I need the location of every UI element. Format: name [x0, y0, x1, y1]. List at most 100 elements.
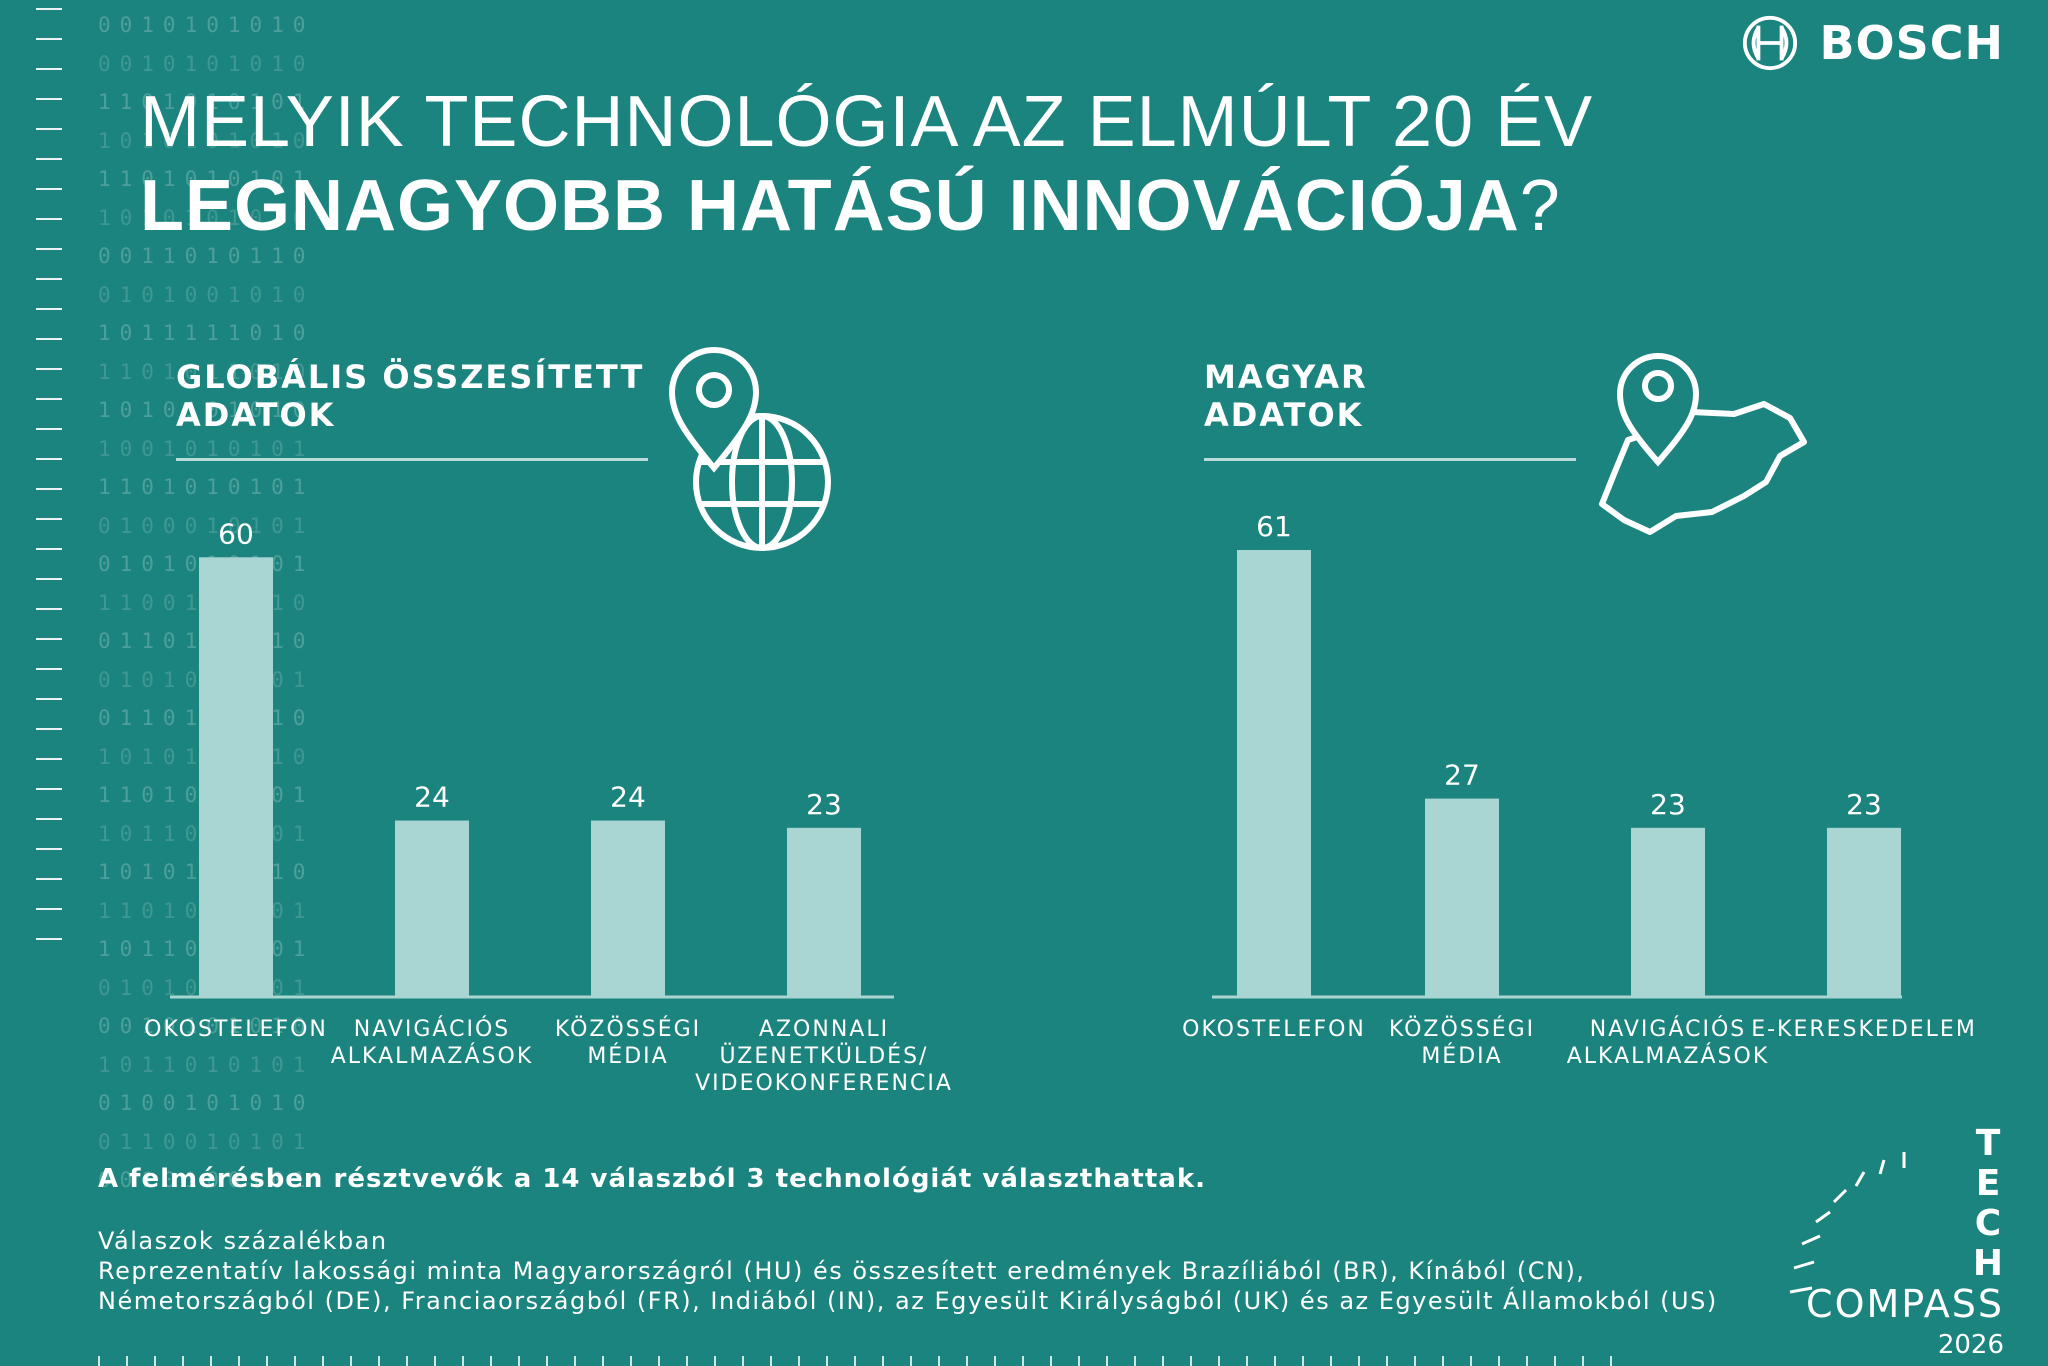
category-label: MÉDIA	[587, 1043, 668, 1069]
tech-compass-logo: T E C H COMPASS 2026	[1784, 1123, 2004, 1360]
bar	[395, 820, 469, 996]
category-label: ALKALMAZÁSOK	[331, 1043, 534, 1069]
category-label: AZONNALI	[759, 1017, 889, 1042]
dash-mark	[36, 548, 62, 550]
title-question-mark: ?	[1519, 166, 1561, 246]
bar	[199, 557, 273, 996]
bosch-armature-icon	[1743, 15, 1798, 71]
bar-value-label: 23	[806, 788, 842, 821]
hungary-heading-rule	[1204, 458, 1576, 461]
binary-row: 0110010101	[98, 1129, 315, 1154]
footnote-bold: A felmérésben résztvevők a 14 válaszból …	[98, 1164, 1206, 1194]
title-line-2: LEGNAGYOBB HATÁSÚ INNOVÁCIÓJA?	[140, 164, 1593, 248]
binary-row: 0010100101	[98, 1168, 315, 1192]
dash-mark	[36, 248, 62, 250]
global-panel-heading: GLOBÁLIS ÖSSZESÍTETT ADATOK	[176, 358, 644, 434]
dash-mark	[36, 308, 62, 310]
dash-mark	[36, 158, 62, 160]
binary-row: 0100010101	[98, 513, 315, 538]
binary-row: 0010101010	[98, 51, 315, 76]
brand-logo: BOSCH	[1741, 14, 2004, 72]
binary-row: 0010101010	[98, 1014, 315, 1038]
bar-value-label: 61	[1256, 510, 1292, 543]
binary-row: 0011010110	[98, 244, 315, 268]
hungary-map-location-pin-icon	[1599, 353, 1807, 535]
category-label: NAVIGÁCIÓS	[354, 1016, 510, 1042]
dash-mark	[36, 458, 62, 460]
bar-value-label: 24	[610, 781, 646, 814]
tech-letter-t: T	[1975, 1123, 2001, 1164]
bar-value-label: 27	[1444, 759, 1480, 792]
dash-mark	[36, 428, 62, 430]
category-label: KÖZÖSSÉGI	[555, 1016, 701, 1042]
category-label: KÖZÖSSÉGI	[1389, 1016, 1535, 1042]
dash-mark	[36, 68, 62, 70]
binary-row: 1101011010	[98, 359, 315, 384]
bar	[787, 827, 861, 996]
dash-mark	[36, 908, 62, 910]
binary-row: 0010101010	[98, 13, 315, 37]
dash-mark	[36, 638, 62, 640]
binary-row: 1101010101	[98, 167, 315, 191]
dash-pattern	[36, 8, 62, 968]
dash-mark	[36, 578, 62, 580]
dash-mark	[36, 698, 62, 700]
global-heading-line-2: ADATOK	[176, 396, 336, 434]
tech-letter-c: C	[1974, 1203, 2002, 1244]
hungary-heading-line-1: MAGYAR	[1204, 358, 1368, 396]
title-line-2-text: LEGNAGYOBB HATÁSÚ INNOVÁCIÓJA	[140, 166, 1520, 246]
category-label: OKOSTELEFON	[144, 1017, 328, 1042]
dash-mark	[36, 488, 62, 490]
dash-mark	[36, 38, 62, 40]
binary-row: 1101010101	[98, 475, 315, 499]
binary-row: 1011010101	[98, 1052, 315, 1077]
category-label: MÉDIA	[1421, 1043, 1502, 1069]
binary-row: 0100101010	[98, 1091, 315, 1115]
category-label: E-KERESKEDELEM	[1751, 1017, 1977, 1042]
page-title: MELYIK TECHNOLÓGIA AZ ELMÚLT 20 ÉV LEGNA…	[140, 80, 1593, 248]
hungary-panel-heading: MAGYAR ADATOK	[1204, 358, 1368, 434]
dash-mark	[36, 518, 62, 520]
title-line-1: MELYIK TECHNOLÓGIA AZ ELMÚLT 20 ÉV	[140, 82, 1594, 162]
binary-row: 1010101010	[98, 205, 315, 230]
dash-mark	[36, 758, 62, 760]
bar-value-label: 23	[1846, 788, 1882, 821]
dash-mark	[36, 128, 62, 130]
compass-gauge-icon	[1789, 1152, 1906, 1294]
category-label: ALKALMAZÁSOK	[1567, 1043, 1770, 1069]
category-label: VIDEOKONFERENCIA	[695, 1071, 953, 1096]
footnote-notes: Válaszok százalékban Reprezentatív lakos…	[98, 1226, 1718, 1316]
brand-name: BOSCH	[1819, 16, 2004, 70]
bar-value-label: 24	[414, 781, 450, 814]
bar-value-label: 23	[1650, 788, 1686, 821]
dash-mark	[36, 788, 62, 790]
dash-mark	[36, 98, 62, 100]
dash-mark	[36, 368, 62, 370]
tech-letter-e: E	[1975, 1163, 2001, 1204]
global-heading-line-1: GLOBÁLIS ÖSSZESÍTETT	[176, 358, 645, 396]
binary-row: 1101010101	[98, 90, 315, 114]
globe-location-pin-icon	[668, 347, 831, 551]
tech-letter-h: H	[1972, 1243, 2004, 1284]
footnote-line-2: Reprezentatív lakossági minta Magyarorsz…	[98, 1257, 1586, 1285]
bar	[1425, 798, 1499, 996]
dash-mark	[36, 338, 62, 340]
binary-row: 1010101010	[98, 398, 315, 422]
bar	[591, 820, 665, 996]
dash-mark	[36, 668, 62, 670]
compass-word: COMPASS	[1806, 1282, 2004, 1326]
dash-mark	[36, 188, 62, 190]
footnote-line-3: Németországból (DE), Franciaországból (F…	[98, 1287, 1718, 1315]
dash-mark	[36, 608, 62, 610]
category-label: ÜZENETKÜLDÉS/	[720, 1043, 929, 1069]
dash-mark	[36, 848, 62, 850]
binary-row: 1001010101	[98, 436, 315, 461]
dash-mark	[36, 8, 62, 10]
dash-mark	[36, 278, 62, 280]
dash-mark	[36, 398, 62, 400]
compass-year: 2026	[1937, 1330, 2004, 1360]
dash-mark	[36, 938, 62, 940]
